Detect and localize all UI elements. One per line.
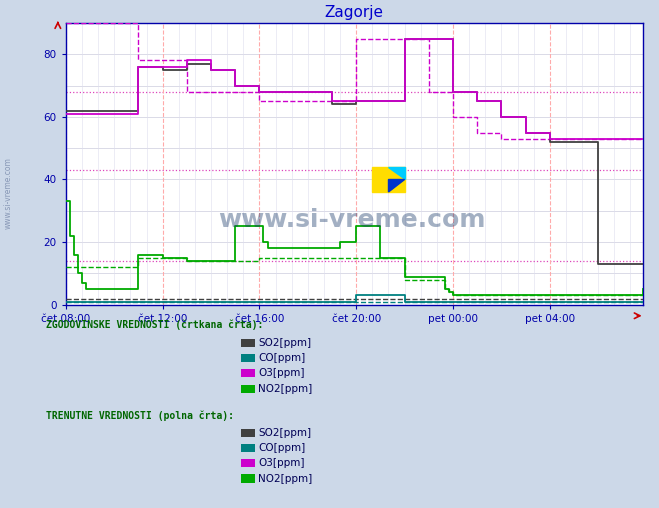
- Text: O3[ppm]: O3[ppm]: [258, 458, 305, 468]
- Text: www.si-vreme.com: www.si-vreme.com: [4, 157, 13, 229]
- Polygon shape: [389, 179, 405, 192]
- Text: NO2[ppm]: NO2[ppm]: [258, 384, 312, 394]
- Text: SO2[ppm]: SO2[ppm]: [258, 338, 312, 348]
- Text: O3[ppm]: O3[ppm]: [258, 368, 305, 378]
- Title: Zagorje: Zagorje: [325, 5, 384, 20]
- Text: SO2[ppm]: SO2[ppm]: [258, 428, 312, 438]
- Text: NO2[ppm]: NO2[ppm]: [258, 473, 312, 484]
- Polygon shape: [389, 167, 405, 179]
- Bar: [372, 167, 405, 192]
- Text: TRENUTNE VREDNOSTI (polna črta):: TRENUTNE VREDNOSTI (polna črta):: [46, 410, 234, 421]
- Text: CO[ppm]: CO[ppm]: [258, 443, 306, 453]
- Text: ZGODOVINSKE VREDNOSTI (črtkana črta):: ZGODOVINSKE VREDNOSTI (črtkana črta):: [46, 319, 264, 330]
- Text: CO[ppm]: CO[ppm]: [258, 353, 306, 363]
- Text: www.si-vreme.com: www.si-vreme.com: [218, 208, 486, 232]
